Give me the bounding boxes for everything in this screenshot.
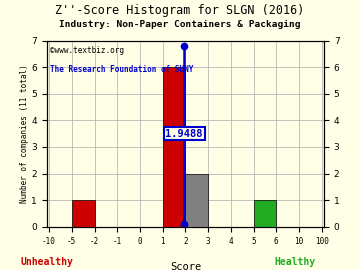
- Bar: [72, 200, 95, 227]
- Text: Unhealthy: Unhealthy: [21, 257, 73, 267]
- X-axis label: Score: Score: [170, 262, 201, 270]
- Text: ©www.textbiz.org: ©www.textbiz.org: [50, 46, 123, 55]
- Text: Z''-Score Histogram for SLGN (2016): Z''-Score Histogram for SLGN (2016): [55, 4, 305, 17]
- Text: Healthy: Healthy: [275, 257, 316, 267]
- Bar: [185, 174, 208, 227]
- Bar: [163, 67, 185, 227]
- Y-axis label: Number of companies (11 total): Number of companies (11 total): [19, 64, 28, 203]
- Text: 1.9488: 1.9488: [166, 129, 203, 139]
- Bar: [253, 200, 276, 227]
- Text: Industry: Non-Paper Containers & Packaging: Industry: Non-Paper Containers & Packagi…: [59, 20, 301, 29]
- Text: The Research Foundation of SUNY: The Research Foundation of SUNY: [50, 65, 193, 74]
